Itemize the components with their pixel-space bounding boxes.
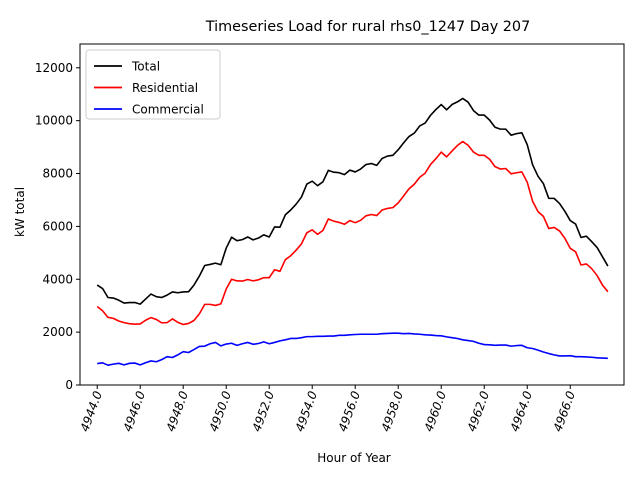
x-tick-label: 4958.0 [379, 389, 407, 434]
y-tick-label: 8000 [42, 167, 73, 181]
x-tick-label: 4952.0 [250, 389, 278, 434]
x-tick-label: 4956.0 [336, 389, 364, 434]
x-tick-label: 4950.0 [207, 389, 235, 434]
legend-label-total: Total [131, 60, 160, 74]
x-axis-label: Hour of Year [317, 451, 391, 465]
y-tick-label: 6000 [42, 219, 73, 233]
x-tick-label: 4966.0 [551, 389, 579, 434]
y-tick-label: 12000 [35, 61, 73, 75]
y-tick-label: 10000 [35, 114, 73, 128]
x-tick-label: 4948.0 [164, 389, 192, 434]
series-line-residential [96, 140, 609, 326]
x-tick-label: 4946.0 [121, 389, 149, 434]
legend-label-commercial: Commercial [132, 103, 204, 117]
y-axis-label: kW total [13, 187, 27, 237]
series-line-total [96, 97, 609, 305]
x-tick-label: 4962.0 [465, 389, 493, 434]
chart-title: Timeseries Load for rural rhs0_1247 Day … [205, 19, 531, 35]
legend-box [85, 49, 221, 120]
x-tick-label: 4944.0 [78, 389, 106, 434]
y-tick-label: 0 [65, 378, 73, 392]
x-tick-label: 4964.0 [508, 389, 536, 434]
x-tick-label: 4954.0 [293, 389, 321, 434]
series-line-commercial [97, 332, 608, 366]
y-tick-label: 2000 [42, 325, 73, 339]
legend-label-residential: Residential [132, 81, 198, 95]
y-tick-label: 4000 [42, 272, 73, 286]
plot-area: 0 2000 4000 6000 8000 10000 12000 4944.0 4946.0 4… [35, 43, 625, 434]
plot-frame [79, 43, 625, 386]
x-tick-label: 4960.0 [422, 389, 450, 434]
